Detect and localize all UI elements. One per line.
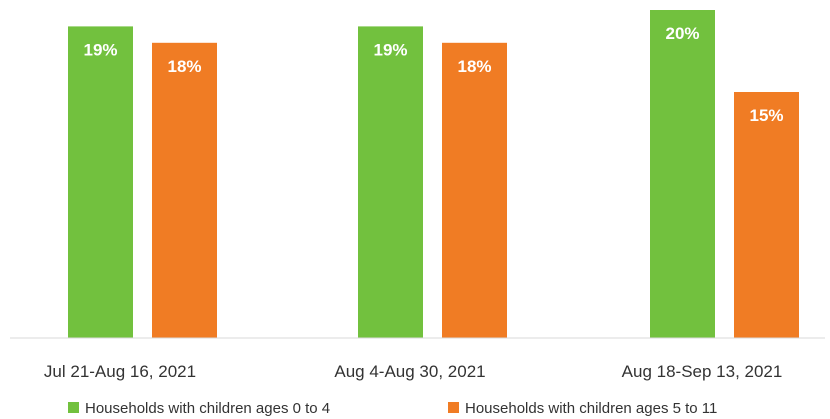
bar-series2-cat1 bbox=[152, 42, 217, 339]
data-label-series2-cat2: 18% bbox=[457, 57, 491, 76]
category-label: Aug 4-Aug 30, 2021 bbox=[334, 362, 485, 381]
legend-swatch bbox=[68, 402, 79, 413]
bars-group: 19% 19% 20% 18% 18% 15% bbox=[68, 10, 799, 339]
bar-series2-cat2 bbox=[442, 42, 507, 339]
category-labels: Jul 21-Aug 16, 2021 Aug 4-Aug 30, 2021 Aug… bbox=[44, 362, 782, 381]
category-label: Aug 18-Sep 13, 2021 bbox=[622, 362, 783, 381]
data-label-series1-cat1: 19% bbox=[83, 40, 117, 59]
bar-series1-cat3 bbox=[650, 10, 715, 338]
legend: Households with children ages 0 to 4 Hous… bbox=[68, 400, 717, 417]
data-label-series2-cat3: 15% bbox=[749, 106, 783, 125]
legend-label: Households with children ages 0 to 4 bbox=[85, 400, 330, 417]
legend-swatch bbox=[448, 402, 459, 413]
bar-series1-cat2 bbox=[358, 26, 423, 339]
data-label-series2-cat1: 18% bbox=[167, 57, 201, 76]
category-label: Jul 21-Aug 16, 2021 bbox=[44, 362, 196, 381]
bar-series1-cat1 bbox=[68, 26, 133, 339]
bar-series2-cat3 bbox=[734, 92, 799, 338]
data-label-series1-cat2: 19% bbox=[373, 40, 407, 59]
legend-label: Households with children ages 5 to 11 bbox=[465, 400, 717, 417]
data-label-series1-cat3: 20% bbox=[665, 24, 699, 43]
